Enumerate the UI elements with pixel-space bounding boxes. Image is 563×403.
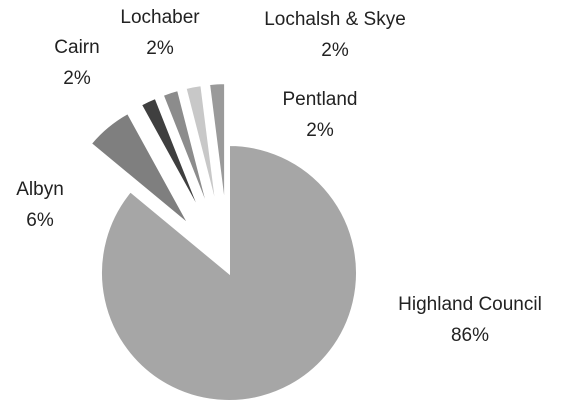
slice-label: Lochaber bbox=[120, 7, 200, 28]
pie-slice bbox=[89, 111, 191, 226]
pie-slice bbox=[184, 83, 219, 213]
slice-value-label: 2% bbox=[321, 40, 349, 61]
pie-slice bbox=[139, 96, 204, 218]
slice-value-label: 2% bbox=[63, 68, 91, 89]
slice-value-label: 2% bbox=[306, 120, 334, 141]
slice-label: Lochalsh & Skye bbox=[264, 9, 406, 30]
slice-value-label: 86% bbox=[451, 325, 489, 346]
slice-label: Albyn bbox=[16, 179, 64, 200]
slice-label: Highland Council bbox=[398, 294, 542, 315]
slice-label: Pentland bbox=[282, 89, 357, 110]
pie-slice bbox=[161, 88, 211, 215]
pie-slice bbox=[100, 143, 358, 402]
slice-label: Cairn bbox=[54, 37, 99, 58]
pie-slice bbox=[207, 82, 227, 212]
slice-value-label: 2% bbox=[146, 38, 174, 59]
slice-value-label: 6% bbox=[26, 210, 54, 231]
